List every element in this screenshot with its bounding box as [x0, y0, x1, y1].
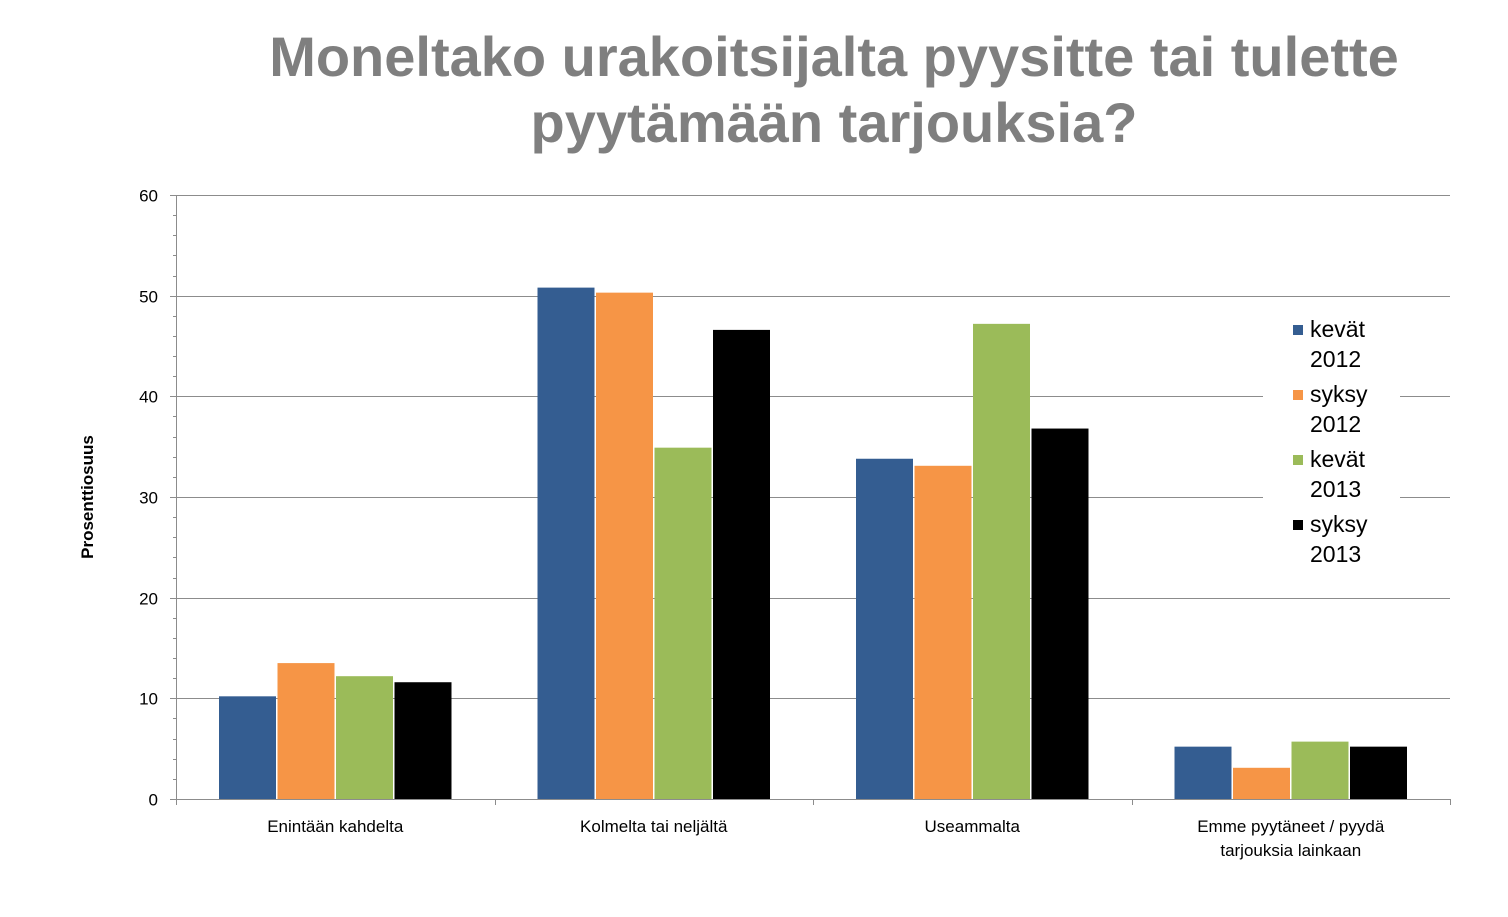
legend-swatch [1293, 455, 1303, 465]
y-tick-label: 50 [139, 288, 158, 307]
bar [1291, 741, 1349, 799]
y-tick-label: 10 [139, 690, 158, 709]
y-tick-label: 0 [149, 791, 158, 810]
bar [914, 465, 972, 799]
chart-title-line-1: Moneltako urakoitsijalta pyysitte tai tu… [269, 25, 1399, 88]
bar [277, 663, 335, 799]
y-tick-label: 40 [139, 388, 158, 407]
bar [1174, 746, 1232, 799]
bar [856, 458, 913, 799]
bar [596, 292, 653, 799]
x-tick-label: Enintään kahdelta [267, 817, 404, 836]
legend-label: 2013 [1310, 541, 1361, 567]
bar [713, 329, 770, 799]
legend-swatch [1293, 390, 1303, 400]
legend-label: 2012 [1310, 411, 1361, 437]
legend-label: syksy [1310, 381, 1368, 407]
legend-swatch [1293, 520, 1303, 530]
legend-label: kevät [1310, 316, 1366, 342]
bar [394, 682, 452, 799]
legend-swatch [1293, 325, 1303, 335]
bar [1350, 746, 1407, 799]
y-tick-label: 30 [139, 489, 158, 508]
bar [537, 287, 595, 799]
bar [973, 323, 1030, 799]
legend-background [1263, 307, 1400, 575]
legend: kevät 2012 syksy 2012 kevät 2013 syksy 2013 [1263, 307, 1400, 575]
chart-title-line-2: pyytämään tarjouksia? [530, 91, 1138, 154]
y-axis-label: Prosenttiosuus [78, 435, 97, 559]
axis-labels: 0 10 20 30 40 50 60 Enintään kahdelta Kolmelta t… [78, 187, 1385, 861]
bar [654, 447, 712, 799]
bar [1031, 428, 1089, 799]
chart-title: Moneltako urakoitsijalta pyysitte tai tu… [150, 24, 1508, 156]
bar [219, 696, 276, 799]
legend-label: 2012 [1310, 346, 1361, 372]
bar [336, 676, 393, 799]
axes [170, 195, 1451, 805]
x-tick-label: tarjouksia lainkaan [1220, 841, 1361, 860]
legend-label: syksy [1310, 511, 1368, 537]
x-tick-label: Emme pyytäneet / pyydä [1197, 817, 1385, 836]
legend-label: kevät [1310, 446, 1366, 472]
gridlines [176, 195, 1450, 699]
bar [1233, 767, 1290, 799]
y-tick-label: 60 [139, 187, 158, 206]
x-tick-label: Useammalta [925, 817, 1021, 836]
y-tick-label: 20 [139, 590, 158, 609]
x-tick-label: Kolmelta tai neljältä [580, 817, 728, 836]
legend-label: 2013 [1310, 476, 1361, 502]
bars [219, 287, 1407, 799]
